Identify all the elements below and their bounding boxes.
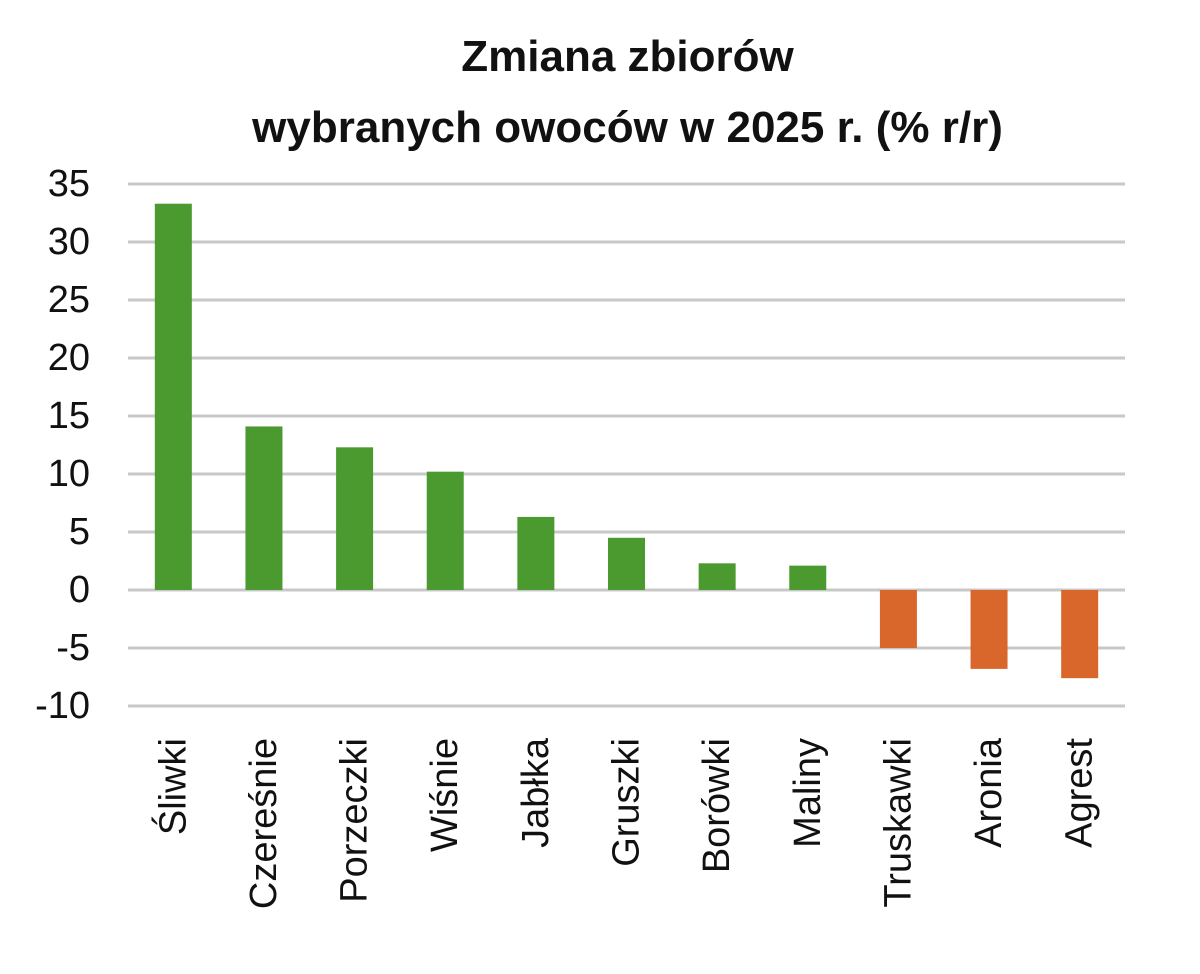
y-tick-label: 10: [48, 453, 90, 495]
bar: [698, 563, 736, 590]
x-tick-label: Gruszki: [606, 738, 648, 867]
x-axis-ticks: Śliwki Czereśnie Porzeczki Wiśnie Jabłka Grus…: [149, 737, 1100, 909]
bar: [789, 565, 827, 590]
x-tick-label: Śliwki: [149, 738, 194, 835]
bar: [336, 447, 374, 590]
bar: [879, 590, 917, 648]
bar: [608, 537, 645, 590]
y-tick-label: 30: [48, 221, 90, 263]
x-tick-label: Truskawki: [877, 738, 919, 908]
chart-title-line-1: Zmiana zbiorów: [461, 32, 794, 81]
x-tick-label: Jabłka: [515, 737, 557, 848]
bar: [426, 471, 464, 590]
x-tick-label: Aronia: [968, 737, 1010, 848]
y-tick-label: 20: [48, 337, 90, 379]
bar: [517, 516, 555, 590]
x-tick-label: Agrest: [1059, 738, 1101, 848]
x-tick-label: Maliny: [787, 738, 829, 848]
y-axis-ticks: 35 30 25 20 15 10 5 0 -5 -10: [35, 163, 90, 727]
chart-title-line-2: wybranych owoców w 2025 r. (% r/r): [252, 103, 1003, 152]
bar: [245, 426, 283, 590]
y-tick-label: 25: [48, 279, 90, 321]
bar: [154, 203, 192, 590]
x-tick-label: Czereśnie: [243, 738, 285, 909]
y-tick-label: 35: [48, 163, 90, 205]
bar: [1061, 590, 1099, 679]
x-tick-label: Porzeczki: [334, 738, 376, 903]
y-tick-label: 15: [48, 395, 90, 437]
y-tick-label: -10: [35, 685, 90, 727]
y-tick-label: -5: [56, 627, 90, 669]
y-tick-label: 0: [69, 569, 90, 611]
bars: [154, 203, 1099, 679]
x-tick-label: Wiśnie: [424, 738, 466, 852]
x-tick-label: Borówki: [696, 738, 738, 873]
bar: [970, 590, 1008, 669]
y-tick-label: 5: [69, 511, 90, 553]
